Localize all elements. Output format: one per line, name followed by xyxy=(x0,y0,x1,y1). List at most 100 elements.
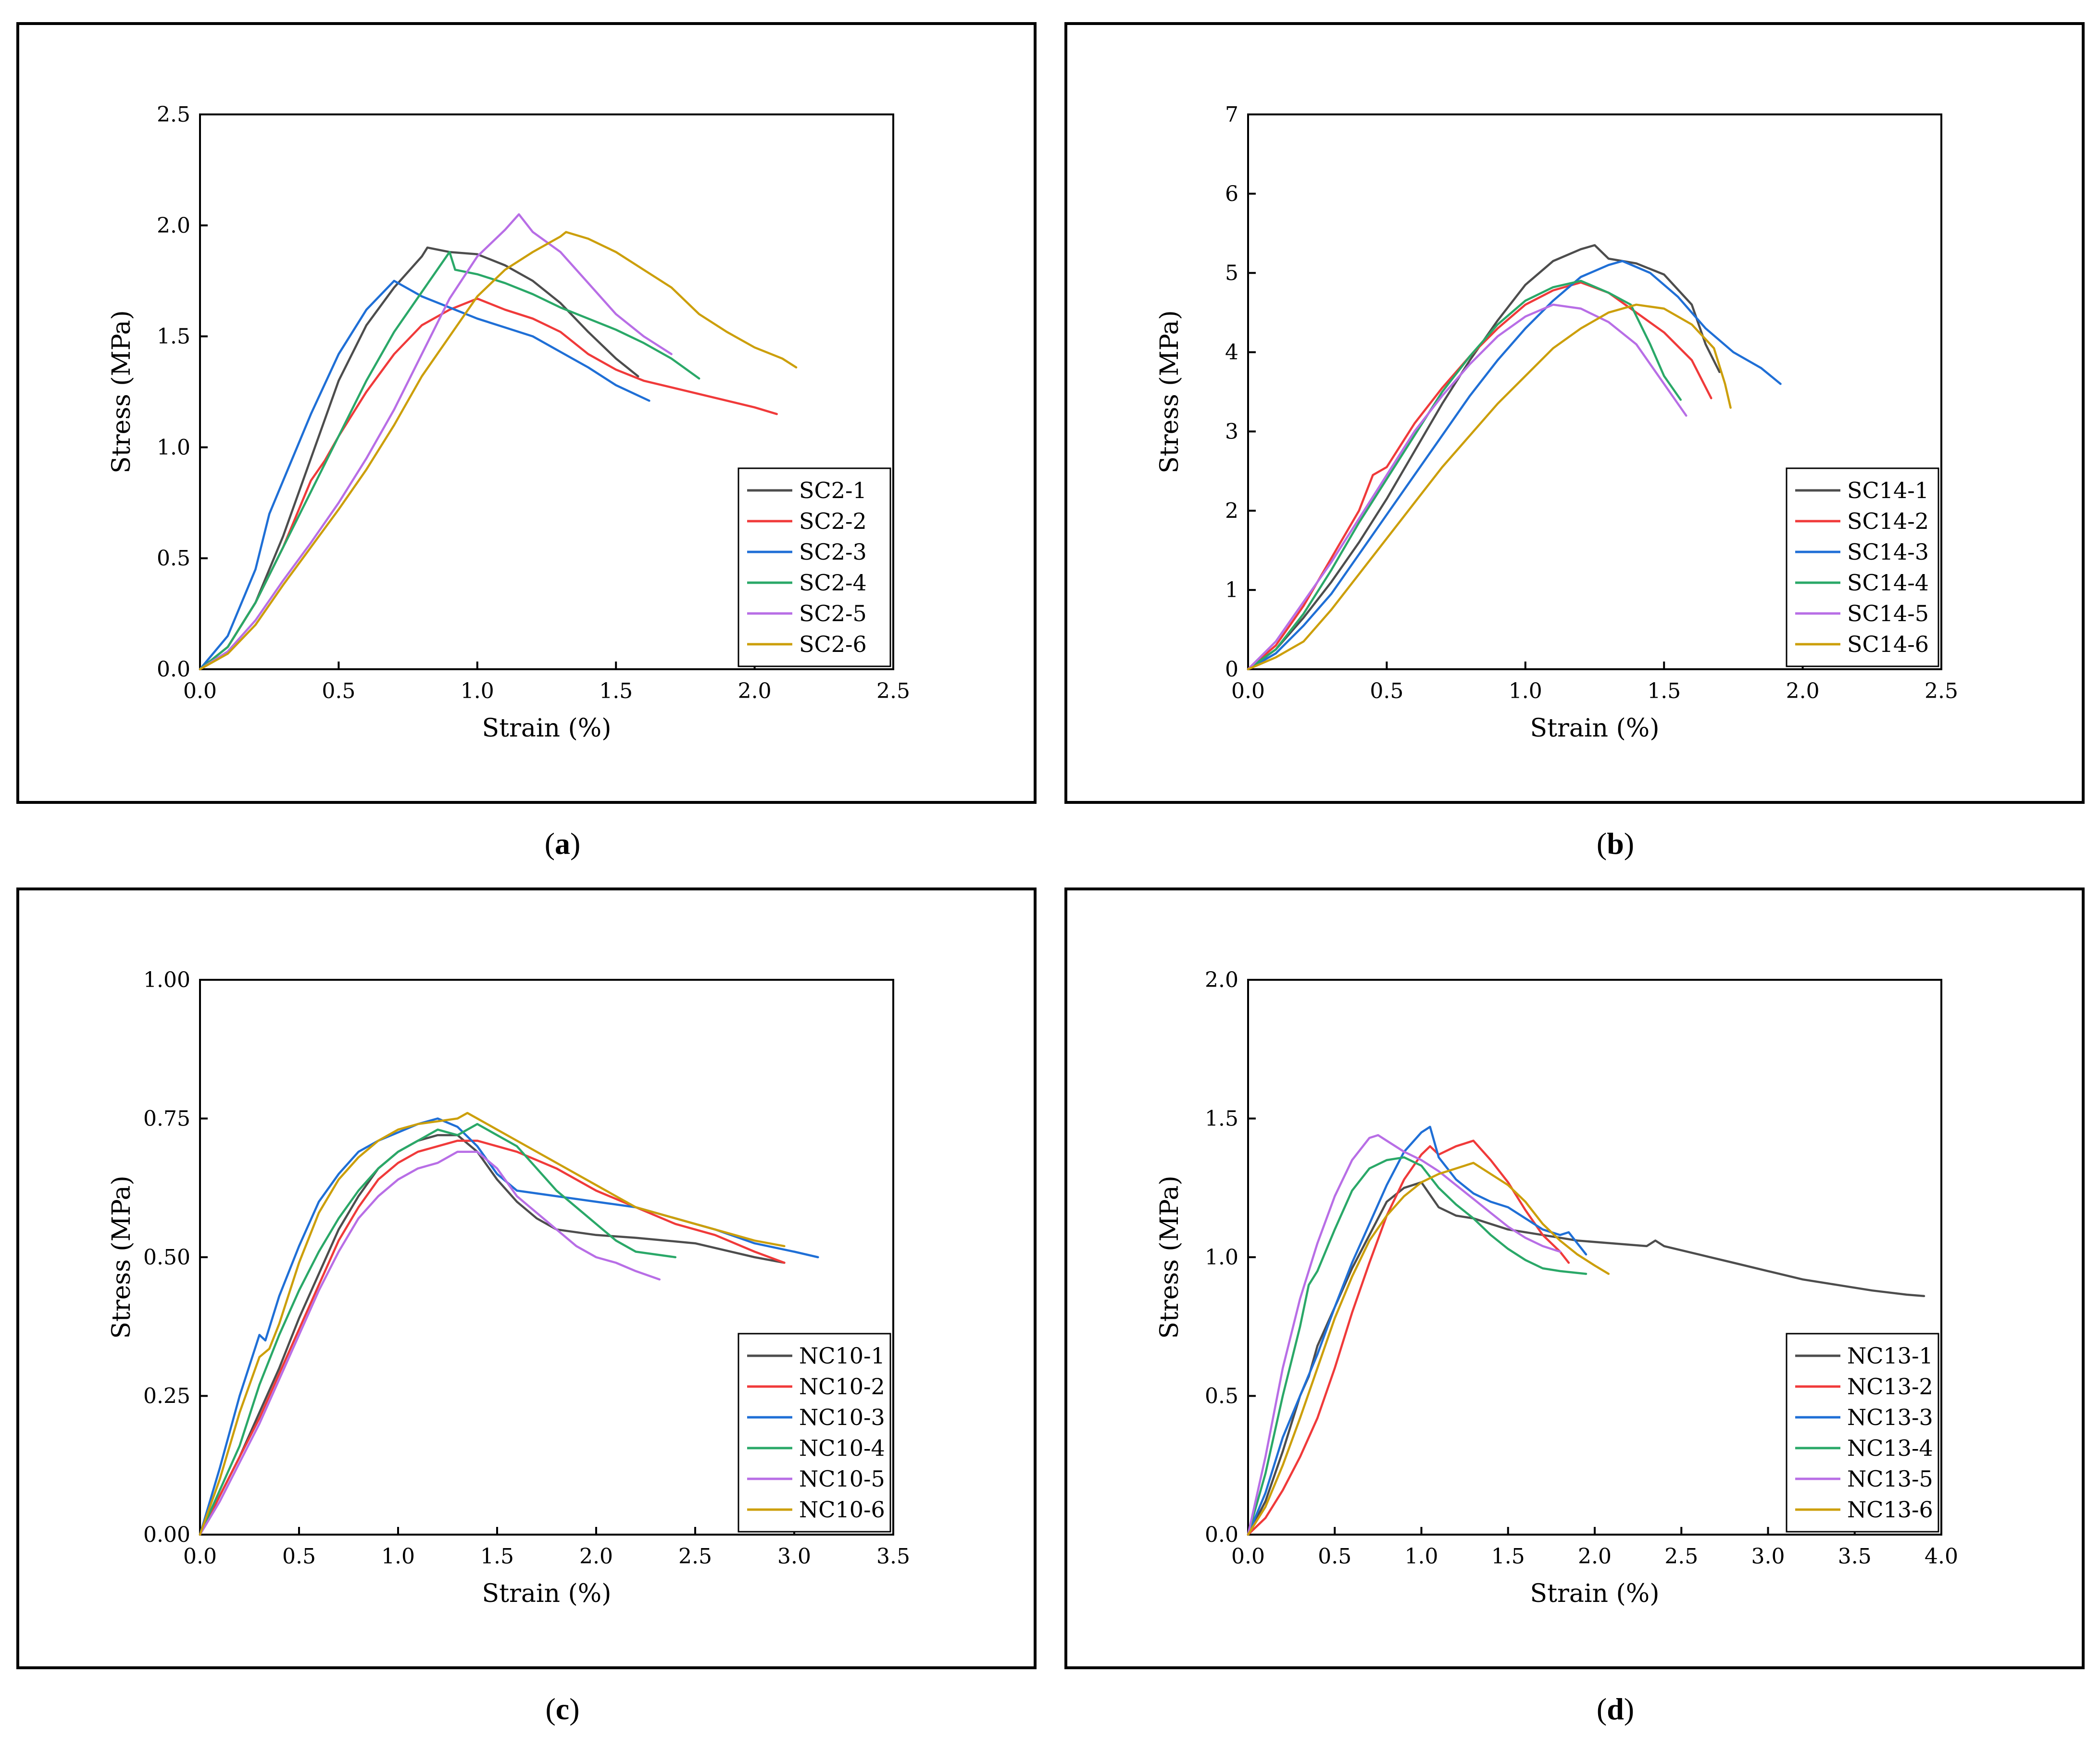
series-line-NC10-5 xyxy=(199,1150,661,1536)
series-line-SC14-6 xyxy=(1247,303,1732,671)
plot-area-frame xyxy=(199,113,894,670)
series-line-NC13-3 xyxy=(1247,1125,1588,1536)
series-line-NC13-4 xyxy=(1247,1156,1588,1536)
x-tick-label: 2.0 xyxy=(579,1544,613,1569)
y-tick-label: 0 xyxy=(1225,657,1238,682)
series-line-NC13-6 xyxy=(1247,1162,1610,1536)
panel-frame-c xyxy=(16,888,1037,1669)
panel-frame-b xyxy=(1064,22,2085,804)
y-tick-label: 0.0 xyxy=(1205,1523,1238,1547)
y-tick-label: 6 xyxy=(1225,182,1238,206)
y-tick-label: 1 xyxy=(1225,578,1238,602)
x-tick-label: 3.0 xyxy=(777,1544,811,1569)
series-line-SC14-1 xyxy=(1247,244,1721,671)
panel-label-a: (a) xyxy=(544,826,581,861)
y-tick-label: 0.50 xyxy=(143,1245,190,1270)
panel-frame-d xyxy=(1064,888,2085,1669)
x-tick-label: 0.5 xyxy=(1370,679,1403,703)
x-tick-label: 2.0 xyxy=(738,679,772,703)
legend-box xyxy=(1786,467,1939,667)
x-tick-label: 3.0 xyxy=(1751,1544,1785,1569)
y-tick-label: 7 xyxy=(1225,102,1238,127)
y-tick-label: 1.0 xyxy=(1205,1245,1238,1270)
legend-label: SC2-5 xyxy=(799,600,867,626)
y-tick-label: 5 xyxy=(1225,261,1238,286)
y-axis-label: Stress (MPa) xyxy=(1155,1175,1184,1339)
legend-box xyxy=(738,467,891,667)
legend-label: NC10-2 xyxy=(799,1374,885,1400)
x-tick-label: 2.0 xyxy=(1578,1544,1612,1569)
y-tick-label: 4 xyxy=(1225,340,1238,365)
panel-label-c: (c) xyxy=(545,1692,580,1726)
chart-d: 0.0 0.5 1.0 1.5 2.0 2.5 3.0 3.5 4.0 0.0 0.5 1.0 1.5 2… xyxy=(1155,968,1958,1608)
x-tick-label: 1.0 xyxy=(1509,679,1542,703)
x-tick-label: 1.5 xyxy=(599,679,633,703)
x-axis-label: Strain (%) xyxy=(482,714,611,743)
panel-label-d: (d) xyxy=(1596,1692,1635,1726)
series-line-NC13-2 xyxy=(1247,1139,1570,1536)
x-tick-label: 2.5 xyxy=(1925,679,1958,703)
y-axis-label: Stress (MPa) xyxy=(107,1175,136,1339)
legend-label: SC2-6 xyxy=(799,631,867,657)
y-tick-label: 1.0 xyxy=(157,435,190,460)
series-line-NC10-2 xyxy=(199,1139,786,1536)
legend-label: NC10-4 xyxy=(799,1435,885,1461)
legend-label: NC10-6 xyxy=(799,1497,885,1523)
chart-a: 0.0 0.5 1.0 1.5 2.0 2.5 0.0 0.5 1.0 1.5 2.0 2.5 Stra… xyxy=(107,102,910,743)
x-tick-label: 2.5 xyxy=(678,1544,712,1569)
legend-label: NC13-4 xyxy=(1847,1435,1933,1461)
x-tick-label: 4.0 xyxy=(1925,1544,1958,1569)
x-tick-label: 2.5 xyxy=(876,679,910,703)
series-line-NC13-1 xyxy=(1247,1181,1925,1536)
y-tick-label: 0.5 xyxy=(157,546,190,571)
y-tick-label: 1.5 xyxy=(1205,1107,1238,1131)
x-tick-label: 1.0 xyxy=(381,1544,415,1569)
y-tick-label: 1.00 xyxy=(143,968,190,992)
y-axis-label: Stress (MPa) xyxy=(107,310,136,474)
series-line-NC10-4 xyxy=(199,1123,677,1536)
x-tick-label: 3.5 xyxy=(876,1544,910,1569)
plot-area-frame xyxy=(1247,113,1942,670)
x-tick-label: 0.5 xyxy=(322,679,355,703)
x-tick-label: 1.5 xyxy=(480,1544,514,1569)
legend-label: NC13-3 xyxy=(1847,1404,1933,1430)
legend-label: NC13-5 xyxy=(1847,1466,1933,1492)
series-line-NC10-6 xyxy=(199,1112,786,1536)
legend-label: NC13-2 xyxy=(1847,1374,1933,1400)
legend-label: SC14-5 xyxy=(1847,600,1929,626)
x-tick-label: 0.0 xyxy=(1231,679,1265,703)
x-tick-label: 1.5 xyxy=(1491,1544,1525,1569)
y-axis-label: Stress (MPa) xyxy=(1155,310,1184,474)
legend-label: SC2-4 xyxy=(799,570,867,596)
y-tick-label: 2.0 xyxy=(1205,968,1238,992)
y-tick-label: 0.5 xyxy=(1205,1384,1238,1409)
x-tick-label: 2.0 xyxy=(1786,679,1820,703)
x-tick-label: 0.5 xyxy=(282,1544,316,1569)
panel-frame-a xyxy=(16,22,1037,804)
panel-label-b: (b) xyxy=(1596,826,1635,861)
legend-label: NC13-1 xyxy=(1847,1343,1933,1369)
series-line-NC13-5 xyxy=(1247,1134,1562,1536)
x-tick-label: 0.0 xyxy=(183,679,217,703)
x-tick-label: 0.0 xyxy=(183,1544,217,1569)
legend-box xyxy=(738,1333,891,1533)
x-tick-label: 0.0 xyxy=(1231,1544,1265,1569)
y-tick-label: 0.0 xyxy=(157,657,190,682)
x-tick-label: 3.5 xyxy=(1838,1544,1872,1569)
legend-label: NC10-5 xyxy=(799,1466,885,1492)
series-line-SC2-5 xyxy=(199,213,673,671)
legend-label: SC14-4 xyxy=(1847,570,1929,596)
legend-box xyxy=(1786,1333,1939,1533)
series-line-SC2-3 xyxy=(199,279,650,671)
x-axis-label: Strain (%) xyxy=(482,1579,611,1608)
y-tick-label: 1.5 xyxy=(157,325,190,349)
legend-label: SC2-1 xyxy=(799,477,867,503)
series-line-NC10-1 xyxy=(199,1134,786,1536)
x-axis-label: Strain (%) xyxy=(1530,714,1659,743)
x-tick-label: 2.5 xyxy=(1664,1544,1698,1569)
x-tick-label: 1.5 xyxy=(1647,679,1681,703)
legend-label: SC14-1 xyxy=(1847,477,1929,503)
y-tick-label: 0.25 xyxy=(143,1384,190,1409)
series-line-SC14-4 xyxy=(1247,279,1682,671)
x-axis-label: Strain (%) xyxy=(1530,1579,1659,1608)
